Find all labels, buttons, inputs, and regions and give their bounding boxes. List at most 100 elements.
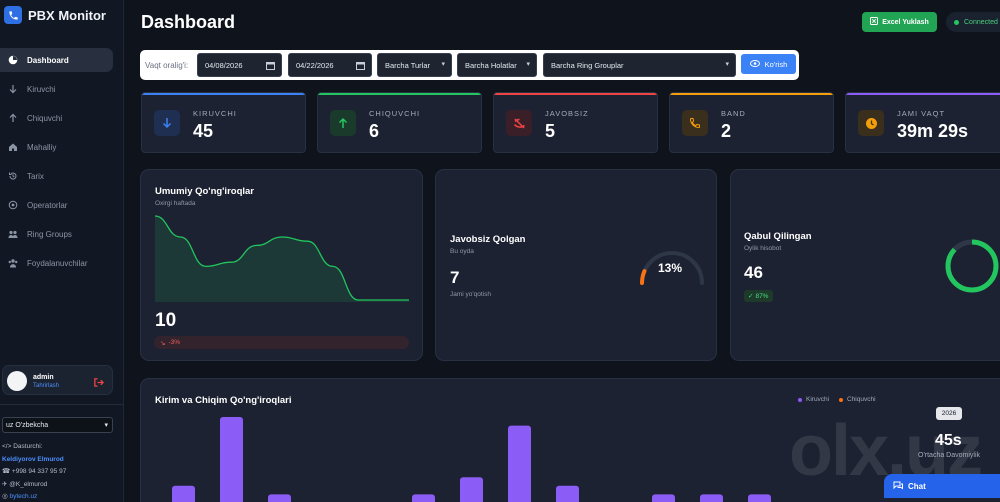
excel-download-button[interactable]: Excel Yuklash (862, 12, 937, 32)
bar-incoming[interactable] (652, 494, 675, 502)
answered-rate: 87% (755, 292, 769, 300)
ring-group-select[interactable]: Barcha Ring Grouplar ▾ (543, 53, 736, 77)
sidebar-item-ring-groups[interactable]: Ring Groups (0, 222, 113, 246)
code-icon: </> (2, 443, 14, 450)
stat-card-total-time: JAMI VAQT 39m 29s (845, 92, 1000, 153)
filter-label: Vaqt oralig'i: (145, 61, 189, 70)
stat-card-outgoing: CHIQUVCHI 6 (317, 92, 482, 153)
stat-value: 6 (369, 121, 380, 141)
call-type-value: Barcha Turlar (385, 60, 431, 70)
change-value: -3% (168, 339, 181, 346)
page-title: Dashboard (141, 12, 236, 32)
dashboard-icon (8, 55, 18, 65)
language-select[interactable]: uz O'zbekcha ▾ (2, 417, 113, 433)
area-fill (155, 216, 409, 302)
sidebar-item-dashboard[interactable]: Dashboard (0, 48, 113, 72)
chat-button[interactable]: Chat (884, 474, 1000, 498)
missed-call-icon (506, 110, 532, 136)
date-to-input[interactable]: 04/22/2026 (288, 53, 372, 77)
excel-download-label: Excel Yuklash (882, 18, 929, 26)
developer-name[interactable]: Keldiyorov Elmurod (2, 455, 64, 463)
globe-icon: ◎ (2, 493, 10, 500)
status-select[interactable]: Barcha Holatlar ▾ (457, 53, 537, 77)
sidebar-item-incoming[interactable]: Kiruvchi (0, 77, 113, 101)
date-to-value: 04/22/2026 (296, 60, 334, 70)
bar-incoming[interactable] (172, 485, 195, 502)
stat-label: JAVOBSIZ (545, 109, 589, 118)
sidebar-item-label: Tarix (27, 171, 44, 181)
logout-icon[interactable] (93, 375, 104, 393)
sidebar-item-label: Mahalliy (27, 142, 57, 152)
sidebar-item-operators[interactable]: Operatorlar (0, 193, 113, 217)
stat-value: 2 (721, 121, 732, 141)
year-badge[interactable]: 2026 (936, 407, 962, 420)
avatar[interactable] (7, 371, 27, 391)
answered-calls-card: Qabul Qilingan Oylik hisobot 46 ✓ 87% (730, 169, 1000, 361)
sidebar-divider (0, 404, 124, 405)
bar-incoming[interactable] (220, 417, 243, 502)
legend-dot (839, 397, 843, 402)
headset-icon (8, 200, 18, 210)
stat-label: JAMI VAQT (897, 109, 946, 118)
excel-icon (870, 17, 879, 27)
edit-profile-link[interactable]: Tahrirlash (33, 383, 60, 389)
arrow-down-icon (154, 110, 180, 136)
eye-icon (749, 59, 760, 69)
call-flow-bar-chart (172, 417, 771, 502)
average-duration-value: 45s (935, 432, 962, 449)
status-value: Barcha Holatlar (465, 60, 517, 70)
call-type-select[interactable]: Barcha Turlar ▾ (377, 53, 452, 77)
sidebar-item-label: Chiquvchi (27, 113, 63, 123)
phone-busy-icon (682, 110, 708, 136)
answered-calls-value: 46 (744, 263, 763, 282)
clock-icon (858, 110, 884, 136)
arrow-up-icon (8, 113, 18, 123)
bar-incoming[interactable] (508, 425, 531, 502)
developer-site[interactable]: bytech.uz (9, 493, 38, 500)
series-line (155, 215, 409, 301)
chevron-down-icon: ▾ (441, 61, 445, 68)
accent-bar (318, 93, 481, 95)
legend-incoming: Kiruvchi (798, 396, 829, 403)
sidebar-item-users[interactable]: Foydalanuvchilar (0, 251, 113, 275)
brand[interactable]: PBX Monitor (4, 6, 106, 24)
developer-phone[interactable]: +998 94 337 95 97 (11, 468, 67, 475)
legend-label: Kiruvchi (806, 396, 830, 403)
accent-bar (846, 93, 1000, 95)
bar-incoming[interactable] (556, 485, 579, 502)
legend-dot (798, 397, 802, 402)
show-button[interactable]: Ko'rish (741, 54, 796, 74)
call-flow-card: Kirim va Chiqim Qo'ng'iroqlari Kiruvchi … (140, 378, 1000, 502)
card-title: Javobsiz Qolgan (450, 234, 526, 245)
bar-incoming[interactable] (460, 477, 483, 502)
stat-card-incoming: KIRUVCHI 45 (141, 92, 306, 153)
user-card: admin Tahrirlash (2, 365, 113, 395)
history-icon (8, 171, 18, 181)
developer-info: </> Dasturchi: Keldiyorov Elmurod ☎ +998… (2, 441, 66, 502)
bar-incoming[interactable] (748, 494, 771, 502)
filter-bar: Vaqt oralig'i: 04/08/2026 04/22/2026 Bar… (140, 50, 799, 80)
change-badge: ↘ -3% (154, 336, 409, 349)
developer-telegram[interactable]: @K_elmurod (9, 480, 48, 488)
card-subtitle: Bu oyda (450, 248, 474, 255)
stat-card-missed: JAVOBSIZ 5 (493, 92, 658, 153)
answered-ring (945, 239, 999, 293)
answered-rate-badge: ✓ 87% (744, 290, 773, 302)
card-subtitle: Oylik hisobot (744, 245, 782, 252)
sidebar-item-local[interactable]: Mahalliy (0, 135, 113, 159)
sidebar-item-history[interactable]: Tarix (0, 164, 113, 188)
accent-bar (142, 93, 305, 95)
stat-card-busy: BAND 2 (669, 92, 834, 153)
bar-incoming[interactable] (700, 494, 723, 502)
app-title: PBX Monitor (28, 7, 106, 23)
stat-value: 45 (193, 121, 214, 141)
sidebar-item-label: Kiruvchi (27, 84, 56, 94)
calendar-icon[interactable] (356, 61, 365, 72)
date-from-input[interactable]: 04/08/2026 (197, 53, 282, 77)
bar-incoming[interactable] (412, 494, 435, 502)
bar-incoming[interactable] (268, 494, 291, 502)
stat-label: KIRUVCHI (193, 109, 237, 118)
calendar-icon[interactable] (266, 61, 275, 72)
users-icon (8, 229, 18, 239)
sidebar-item-outgoing[interactable]: Chiquvchi (0, 106, 113, 130)
